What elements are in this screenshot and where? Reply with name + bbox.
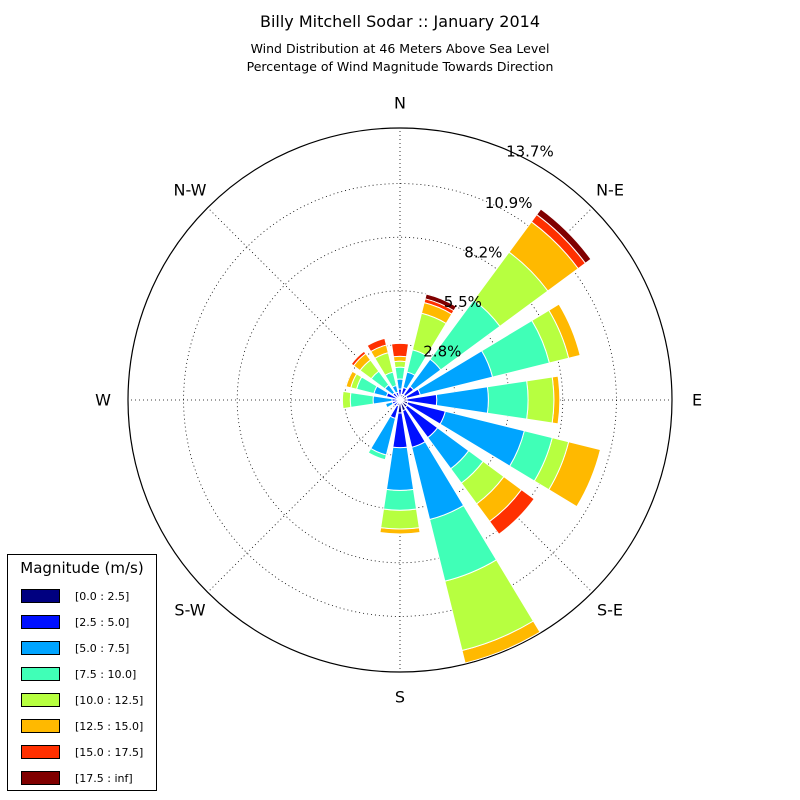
wind-bar-segment — [526, 376, 555, 424]
legend-item: [2.5 : 5.0] — [8, 609, 156, 635]
legend-item: [15.0 : 17.5] — [8, 739, 156, 765]
legend-label: [2.5 : 5.0] — [75, 615, 130, 629]
legend-item: [10.0 : 12.5] — [8, 687, 156, 713]
legend-label: [15.0 : 17.5] — [75, 745, 144, 759]
radial-tick-label: 5.5% — [444, 293, 482, 311]
legend-label: [7.5 : 10.0] — [75, 667, 137, 681]
wind-bar-segment — [394, 366, 406, 380]
direction-label: W — [95, 391, 111, 410]
radial-tick-label: 2.8% — [423, 343, 461, 361]
direction-label: S-W — [174, 601, 205, 620]
wind-bar-segment — [370, 415, 397, 456]
wind-bar-segment — [397, 399, 403, 414]
wind-bar-segment — [399, 399, 407, 412]
chart-title: Billy Mitchell Sodar :: January 2014 — [259, 12, 541, 31]
direction-label: N — [394, 94, 406, 113]
wind-bar-segment — [393, 360, 407, 369]
legend-label: [5.0 : 7.5] — [75, 641, 130, 655]
legend-swatch — [21, 641, 60, 655]
legend-label: [17.5 : inf] — [75, 771, 133, 785]
wind-bar-segment — [397, 396, 401, 401]
legend-item: [0.0 : 2.5] — [8, 583, 156, 609]
wind-bar-segment — [390, 342, 410, 358]
wind-bar-segment — [486, 380, 529, 420]
polar-labels: N N-E E S-E S S-W W N-W 2.8% 5.5% 8.2% 10.9% 13.7% — [95, 94, 702, 707]
radial-gridline — [207, 399, 401, 593]
direction-label: N-W — [174, 180, 207, 199]
legend-swatch — [21, 719, 60, 733]
wind-bar-segment — [399, 399, 408, 408]
legend: Magnitude (m/s) [0.0 : 2.5] [2.5 : 5.0] [5… — [7, 554, 157, 791]
wind-bar-segment — [399, 395, 408, 401]
chart-subtitle-line-2: Percentage of Wind Magnitude Towards Dir… — [246, 59, 554, 74]
direction-label: S — [395, 688, 405, 707]
legend-item: [12.5 : 15.0] — [8, 713, 156, 739]
wind-bar-segment — [396, 378, 404, 390]
legend-swatch — [21, 615, 60, 629]
direction-label: N-E — [596, 180, 624, 199]
radial-tick-label: 8.2% — [464, 244, 502, 262]
legend-item: [7.5 : 10.0] — [8, 661, 156, 687]
legend-swatch — [21, 693, 60, 707]
wind-bar-segment — [435, 386, 489, 414]
legend-label: [12.5 : 15.0] — [75, 719, 144, 733]
wind-bar-segment — [382, 488, 418, 511]
wind-bar-segment — [385, 446, 415, 491]
legend-swatch — [21, 771, 60, 785]
radial-ring — [183, 183, 617, 617]
legend-items: [0.0 : 2.5] [2.5 : 5.0] [5.0 : 7.5] [7.5 : … — [8, 583, 156, 791]
outer-ring — [127, 127, 673, 673]
legend-swatch — [21, 667, 60, 681]
wind-bar-segment — [349, 392, 375, 408]
legend-item: [17.5 : inf] — [8, 765, 156, 791]
legend-label: [10.0 : 12.5] — [75, 693, 144, 707]
wind-bar-segment — [380, 508, 420, 530]
direction-label: S-E — [597, 601, 623, 620]
radial-tick-label: 13.7% — [506, 143, 554, 161]
legend-title: Magnitude (m/s) — [20, 559, 144, 577]
legend-swatch — [21, 589, 60, 603]
legend-swatch — [21, 745, 60, 759]
wind-bar-segment — [341, 390, 352, 410]
legend-item: [5.0 : 7.5] — [8, 635, 156, 661]
direction-label: E — [692, 391, 702, 410]
chart-subtitle-line-1: Wind Distribution at 46 Meters Above Sea… — [250, 41, 550, 56]
radial-ring — [236, 236, 564, 564]
legend-label: [0.0 : 2.5] — [75, 589, 130, 603]
radial-tick-label: 10.9% — [485, 194, 533, 212]
wind-bar-segment — [399, 398, 408, 402]
wind-rose-bars — [341, 208, 603, 664]
